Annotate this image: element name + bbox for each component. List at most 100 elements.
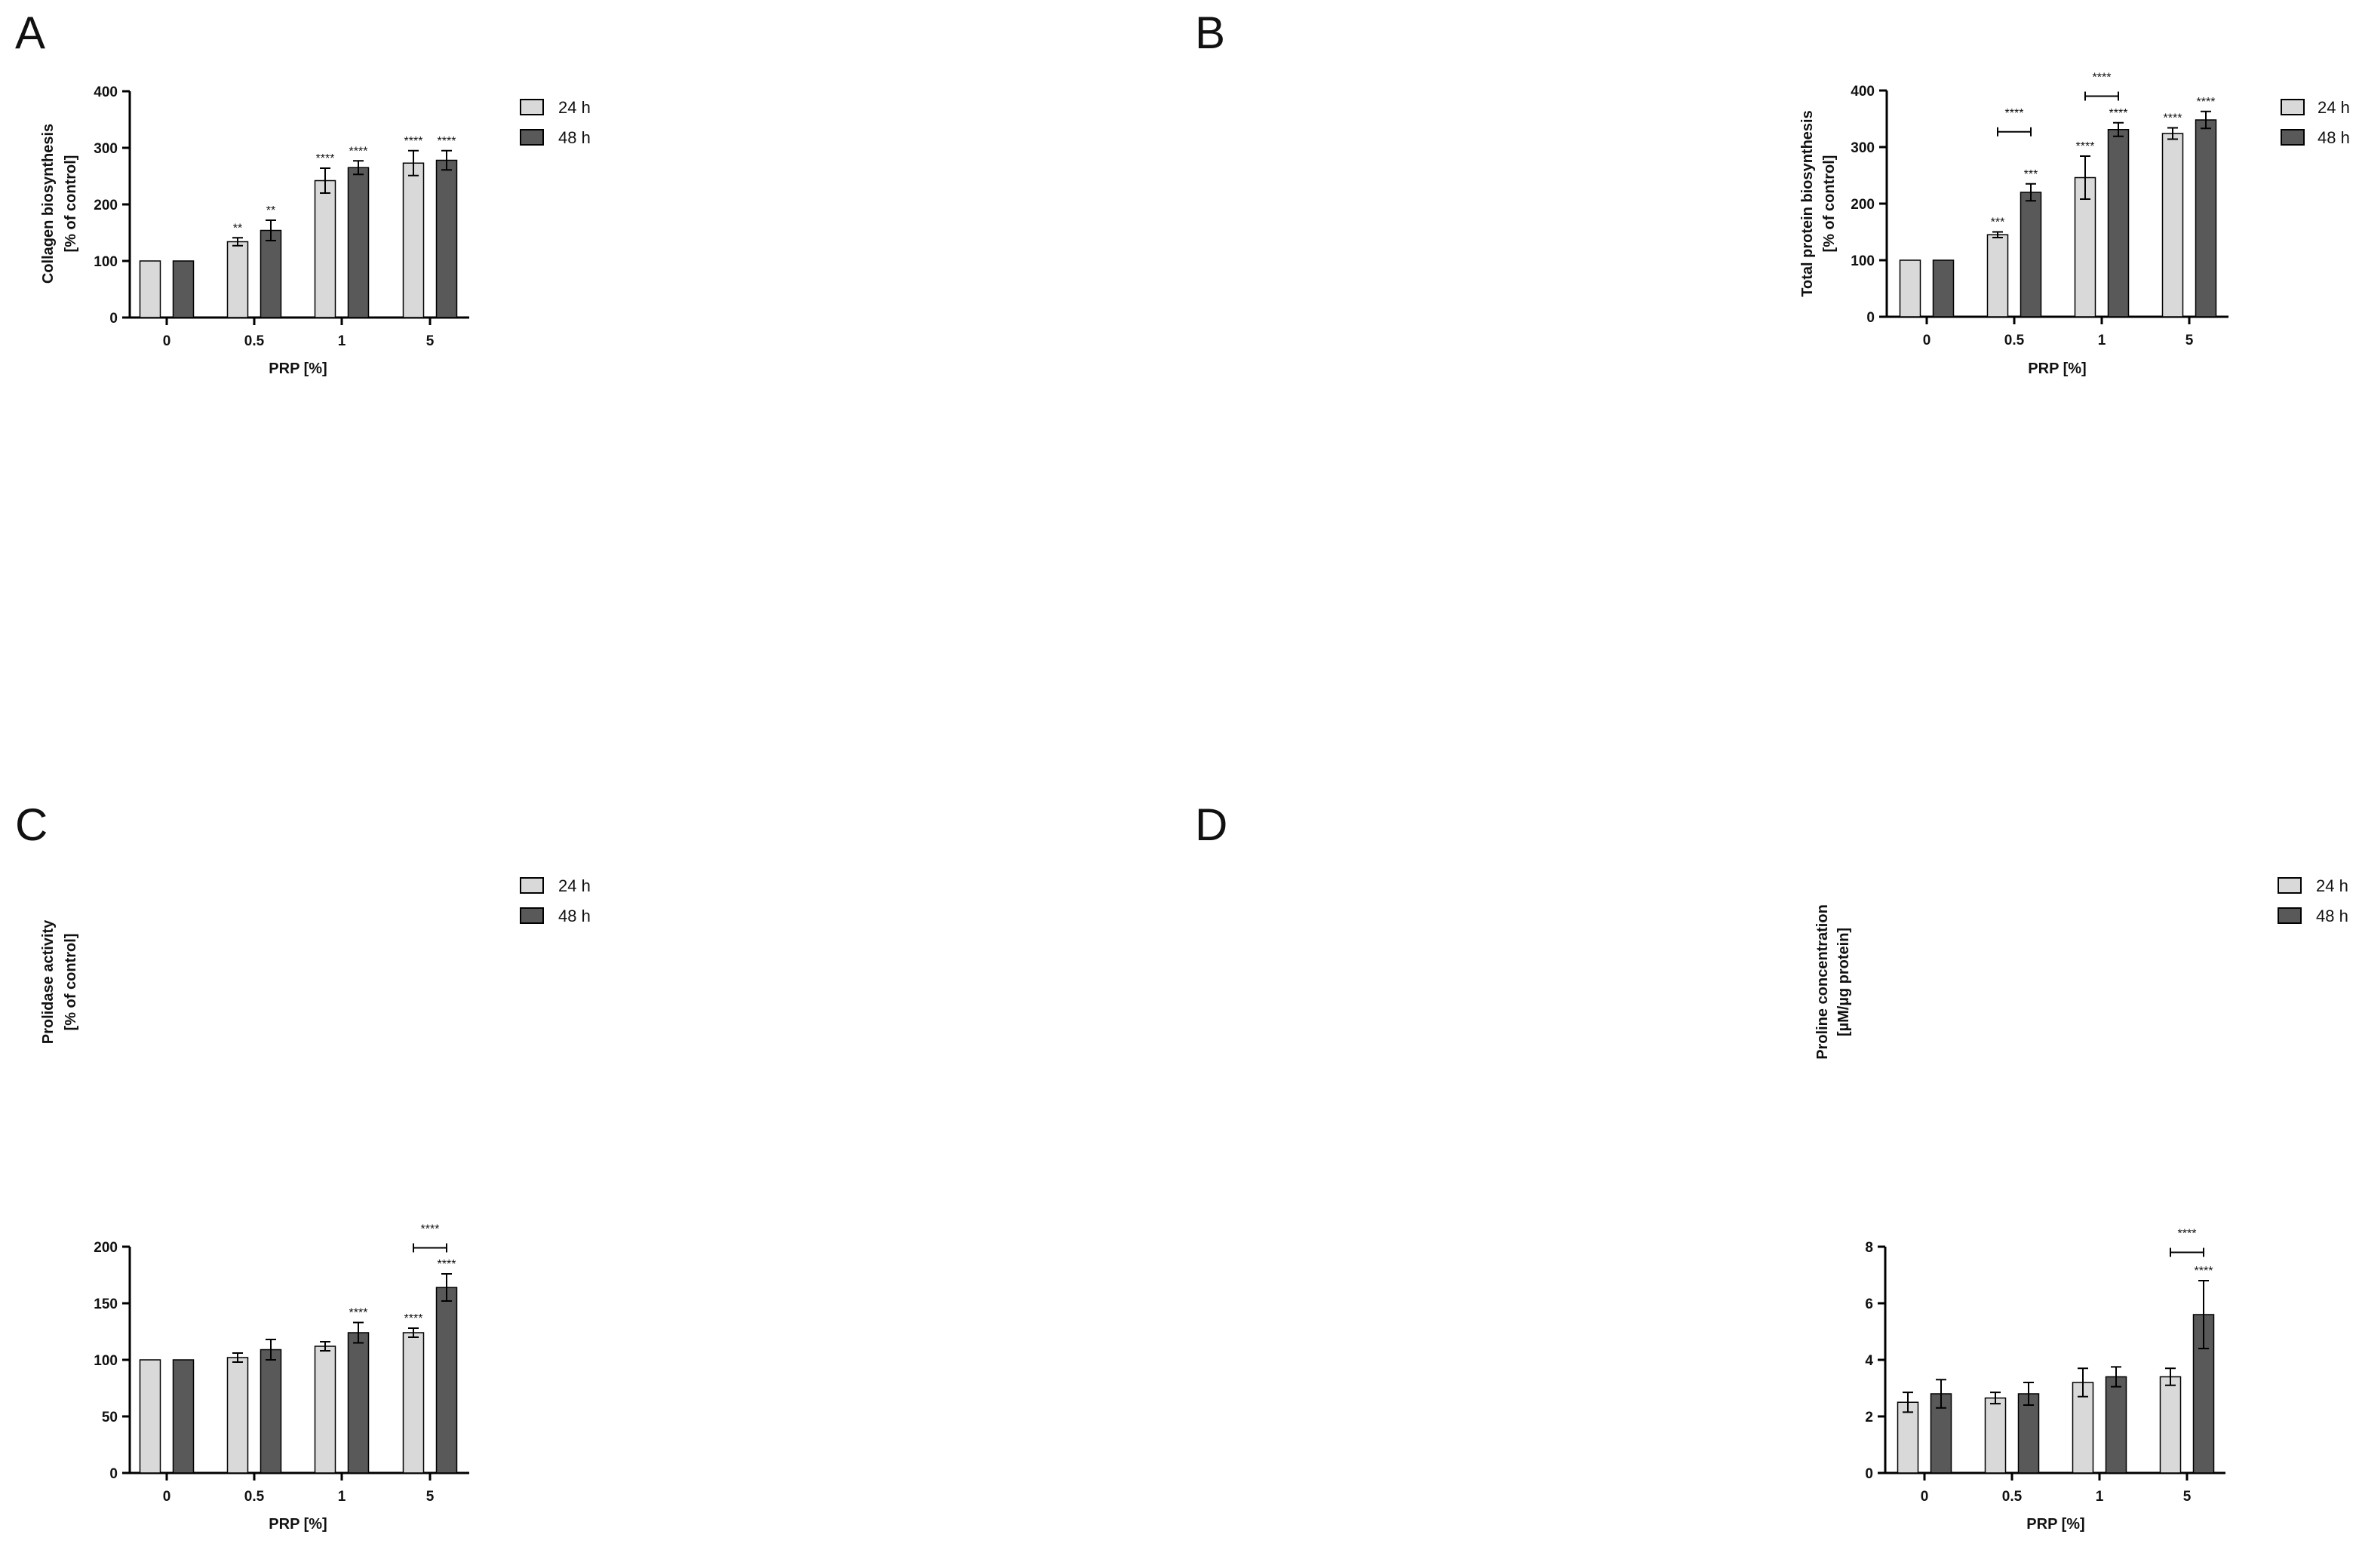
y-tick-label: 2 (1865, 1410, 1873, 1425)
legend-swatch-48h (2281, 129, 2305, 146)
legend: 24 h 48 h (520, 98, 591, 147)
bar (347, 1332, 370, 1474)
panel-letter: B (1195, 8, 1225, 58)
bar (347, 167, 370, 318)
y-tick-label: 150 (94, 1296, 118, 1312)
significance-label: **** (349, 1307, 368, 1320)
x-tick-label: 0 (1923, 333, 1931, 348)
x-tick-label: 5 (2183, 1489, 2192, 1505)
bar (2020, 192, 2042, 318)
y-tick-label: 200 (94, 198, 118, 213)
legend: 24 h 48 h (520, 876, 591, 925)
significance-label: **** (438, 1258, 456, 1271)
y-tick-label: 8 (1865, 1240, 1873, 1256)
bar (2195, 119, 2217, 318)
legend-swatch-48h (520, 129, 544, 146)
plot-area: 0 2 4 6 8 0 0.5 1 5 **** **** (1865, 1228, 2225, 1505)
y-axis-label-line-1: Proline concentration (1814, 904, 1831, 1060)
y-tick-label: 200 (94, 1240, 118, 1256)
x-axis-label: PRP [%] (2026, 1516, 2084, 1533)
y-axis-label-line-2: [% of control] (1821, 155, 1838, 253)
legend-label-48h: 48 h (2318, 128, 2350, 147)
y-tick-label: 100 (1851, 253, 1875, 269)
legend-label-48h: 48 h (558, 128, 591, 147)
y-tick-label: 300 (94, 141, 118, 157)
significance-label: **** (2109, 107, 2128, 120)
x-tick-label: 5 (426, 333, 435, 349)
x-tick-label: 0 (163, 1489, 171, 1505)
legend-label-24h: 24 h (2318, 98, 2350, 117)
bar (1984, 1397, 2007, 1474)
significance-label: **** (404, 1312, 423, 1325)
legend: 24 h 48 h (2278, 876, 2348, 925)
bracket-label: **** (2178, 1228, 2197, 1241)
x-tick-label: 1 (2096, 1489, 2104, 1505)
y-axis-label-line-1: Total protein biosynthesis (1799, 110, 1816, 296)
significance-label: **** (438, 135, 456, 148)
x-axis-label: PRP [%] (2028, 361, 2086, 377)
bar (172, 260, 195, 318)
x-tick-label: 0.5 (2002, 1489, 2023, 1505)
x-tick-label: 1 (338, 333, 346, 349)
bar (226, 1357, 249, 1474)
y-axis-label-line-1: Collagen biosynthesis (40, 124, 57, 284)
bar (1897, 1401, 1919, 1474)
x-tick-label: 0.5 (244, 1489, 265, 1505)
significance-label: **** (2195, 1265, 2213, 1278)
y-tick-label: 0 (1865, 1466, 1873, 1482)
x-axis-label: PRP [%] (269, 1516, 327, 1533)
significance-label: ** (266, 204, 275, 217)
legend-swatch-24h (520, 877, 544, 894)
x-tick-label: 5 (426, 1489, 435, 1505)
bar (139, 260, 161, 318)
bar (260, 229, 282, 318)
x-tick-label: 1 (338, 1489, 346, 1505)
y-axis-label-line-2: [% of control] (63, 155, 79, 253)
y-tick-label: 0 (109, 311, 118, 327)
x-tick-label: 0.5 (2004, 333, 2025, 348)
y-tick-label: 400 (1851, 84, 1875, 100)
bar (172, 1359, 195, 1474)
bar (1986, 234, 2009, 318)
x-tick-label: 5 (2185, 333, 2194, 348)
bar (402, 1332, 425, 1474)
legend-label-48h: 48 h (558, 907, 591, 925)
chart-d-svg: D Proline concentration [µM/µg protein] … (1195, 799, 2348, 1533)
significance-label: **** (349, 145, 368, 158)
y-axis-label-line-1: Prolidase activity (40, 919, 57, 1044)
bar (2159, 1376, 2182, 1474)
significance-label: ** (233, 222, 242, 235)
bar (139, 1359, 161, 1474)
y-tick-label: 0 (109, 1466, 118, 1482)
panel-d: D Proline concentration [µM/µg protein] … (1180, 784, 2359, 1568)
y-tick-label: 400 (94, 84, 118, 100)
x-axis-label: PRP [%] (269, 361, 327, 377)
bar (2107, 129, 2130, 318)
panel-b: B Total protein biosynthesis [% of contr… (1180, 0, 2359, 784)
bar (2161, 133, 2184, 318)
bar (226, 241, 249, 318)
bar (435, 1287, 458, 1474)
y-tick-label: 300 (1851, 140, 1875, 156)
legend-label-48h: 48 h (2316, 907, 2348, 925)
significance-label: *** (2024, 168, 2038, 181)
y-tick-label: 4 (1865, 1353, 1873, 1369)
legend-swatch-24h (2281, 99, 2305, 115)
bracket-label: **** (2093, 72, 2112, 84)
x-tick-label: 0.5 (244, 333, 265, 349)
bar (260, 1349, 282, 1474)
chart-a-svg: A Collagen biosynthesis [% of control] P… (15, 8, 591, 377)
significance-label: **** (316, 152, 335, 165)
y-tick-label: 200 (1851, 197, 1875, 213)
bracket-label: **** (421, 1223, 440, 1236)
legend-label-24h: 24 h (558, 98, 591, 117)
bar (314, 1346, 336, 1474)
panel-c: C Prolidase activity [% of control] PRP … (0, 784, 1179, 1568)
panel-letter: C (15, 799, 48, 850)
y-tick-label: 50 (102, 1410, 118, 1425)
significance-label: **** (404, 135, 423, 148)
bar (2072, 1382, 2094, 1474)
y-tick-label: 100 (94, 1353, 118, 1369)
x-tick-label: 0 (1921, 1489, 1929, 1505)
